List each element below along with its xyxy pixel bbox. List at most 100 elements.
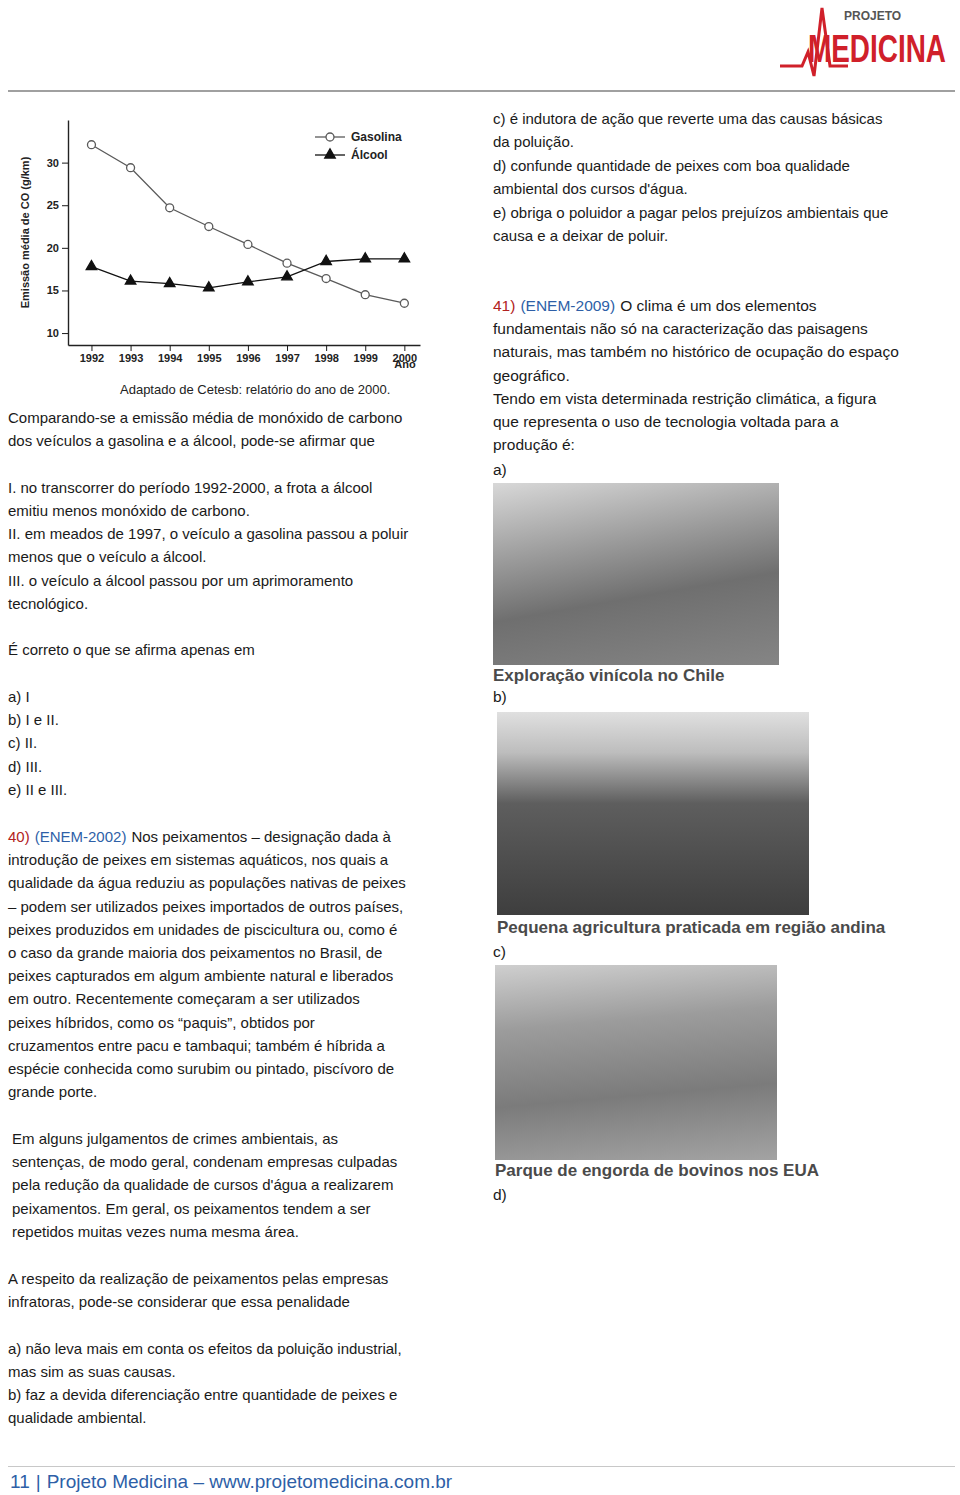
option-label: b) bbox=[493, 687, 507, 707]
question-source: (ENEM-2002) bbox=[35, 828, 127, 845]
tick: 1995 bbox=[197, 345, 221, 364]
tick-mark bbox=[209, 345, 210, 351]
question-number: 40) bbox=[8, 828, 30, 845]
data-point bbox=[205, 223, 213, 231]
text-line: o caso da grande maioria dos peixamentos… bbox=[8, 943, 382, 963]
option: d) confunde quantidade de peixes com boa… bbox=[493, 156, 850, 176]
data-point bbox=[244, 240, 252, 248]
x-axis: 199219931994199519961997199819992000 bbox=[69, 345, 421, 364]
data-point bbox=[243, 276, 254, 285]
tick-mark bbox=[62, 248, 68, 249]
text-line: O clima é um dos elementos bbox=[620, 297, 816, 314]
tick-label: 1999 bbox=[354, 352, 378, 364]
text-line: peixes produzidos em unidades de piscicu… bbox=[8, 920, 397, 940]
data-point bbox=[361, 291, 369, 299]
tick-label: 30 bbox=[47, 157, 59, 169]
photo-caption: Pequena agricultura praticada em região … bbox=[497, 917, 885, 939]
logo-small: PROJETO bbox=[844, 9, 901, 23]
text-line: espécie conhecida como surubim ou pintad… bbox=[8, 1059, 394, 1079]
axis-line bbox=[69, 345, 421, 346]
footer: 11|Projeto Medicina – www.projetomedicin… bbox=[10, 1470, 458, 1494]
tick-mark bbox=[131, 345, 132, 351]
data-point bbox=[283, 259, 291, 267]
option: e) obriga o poluidor a pagar pelos preju… bbox=[493, 203, 888, 223]
tick-mark bbox=[365, 345, 366, 351]
tick-mark bbox=[248, 345, 249, 351]
series-line bbox=[91, 259, 404, 288]
text-line: dos veículos a gasolina e a álcool, pode… bbox=[8, 431, 375, 451]
tick: 1993 bbox=[119, 345, 143, 364]
text-line: que representa o uso de tecnologia volta… bbox=[493, 412, 839, 432]
option: mas sim as suas causas. bbox=[8, 1362, 176, 1382]
tick-mark bbox=[62, 333, 68, 334]
tick-label: 25 bbox=[47, 199, 59, 211]
option: d) III. bbox=[8, 757, 42, 777]
photo bbox=[493, 483, 779, 665]
data-point bbox=[204, 282, 215, 291]
legend-label: Gasolina bbox=[351, 130, 402, 144]
tick: 1998 bbox=[314, 345, 338, 364]
tick: 1992 bbox=[80, 345, 104, 364]
option-label: c) bbox=[493, 942, 506, 962]
text-line: Em alguns julgamentos de crimes ambienta… bbox=[12, 1129, 338, 1149]
option: b) I e II. bbox=[8, 710, 59, 730]
legend-marker bbox=[325, 149, 336, 158]
option-label: a) bbox=[493, 460, 507, 480]
photo bbox=[497, 712, 809, 915]
tick: 25 bbox=[47, 199, 68, 211]
text-line: – podem ser utilizados peixes importados… bbox=[8, 897, 403, 917]
footer-rule bbox=[8, 1466, 955, 1467]
tick-label: 1998 bbox=[314, 352, 338, 364]
text-line: Nos peixamentos – designação dada à bbox=[131, 828, 390, 845]
tick: 30 bbox=[47, 157, 68, 169]
tick-label: 1997 bbox=[275, 352, 299, 364]
plot-marks bbox=[86, 141, 409, 308]
option: b) faz a devida diferenciação entre quan… bbox=[8, 1385, 397, 1405]
photo-caption: Exploração vinícola no Chile bbox=[493, 665, 724, 687]
data-point bbox=[400, 299, 408, 307]
text-line: tecnológico. bbox=[8, 594, 88, 614]
text-line: naturais, mas também no histórico de ocu… bbox=[493, 342, 899, 362]
data-point bbox=[86, 261, 97, 270]
text-line: sentenças, de modo geral, condenam empre… bbox=[12, 1152, 397, 1172]
tick-mark bbox=[62, 290, 68, 291]
tick: 20 bbox=[47, 242, 68, 254]
option: ambiental dos cursos d'água. bbox=[493, 179, 688, 199]
header-rule bbox=[8, 90, 955, 92]
tick-label: 10 bbox=[47, 327, 59, 339]
tick: 1999 bbox=[354, 345, 378, 364]
tick-mark bbox=[62, 205, 68, 206]
axis-title: Ano bbox=[394, 358, 416, 370]
tick: 10 bbox=[47, 327, 68, 339]
photo bbox=[495, 965, 777, 1160]
tick: 15 bbox=[47, 284, 68, 296]
option: da poluição. bbox=[493, 132, 574, 152]
data-point bbox=[166, 204, 174, 212]
legend-marker bbox=[326, 133, 334, 141]
option-label: d) bbox=[493, 1185, 507, 1205]
data-point bbox=[164, 278, 175, 287]
option: c) é indutora de ação que reverte uma da… bbox=[493, 109, 882, 129]
data-point bbox=[87, 141, 95, 149]
tick-mark bbox=[404, 345, 405, 351]
tick-label: 15 bbox=[47, 284, 59, 296]
y-axis: 10 15 20 25 30 bbox=[47, 121, 69, 346]
legend-label: Álcool bbox=[351, 147, 388, 162]
tick-mark bbox=[287, 345, 288, 351]
text-line: II. em meados de 1997, o veículo a gasol… bbox=[8, 524, 408, 544]
text-line: produção é: bbox=[493, 435, 575, 455]
data-point bbox=[127, 164, 135, 172]
page: PROJETOMEDICINA1015202530199219931994199… bbox=[0, 0, 960, 1495]
source-note: Adaptado de Cetesb: relatório do ano de … bbox=[120, 382, 390, 397]
tick-label: 1993 bbox=[119, 352, 143, 364]
text-line: em outro. Recentemente começaram a ser u… bbox=[8, 989, 360, 1009]
tick-label: 20 bbox=[47, 242, 59, 254]
tick-label: 1994 bbox=[158, 352, 183, 364]
text-line: qualidade da água reduziu as populações … bbox=[8, 873, 406, 893]
option: c) II. bbox=[8, 733, 37, 753]
option: a) não leva mais em conta os efeitos da … bbox=[8, 1339, 402, 1359]
tick-label: 1995 bbox=[197, 352, 221, 364]
data-point bbox=[321, 255, 332, 264]
series-line bbox=[91, 145, 404, 304]
question-source: (ENEM-2009) bbox=[520, 297, 615, 314]
